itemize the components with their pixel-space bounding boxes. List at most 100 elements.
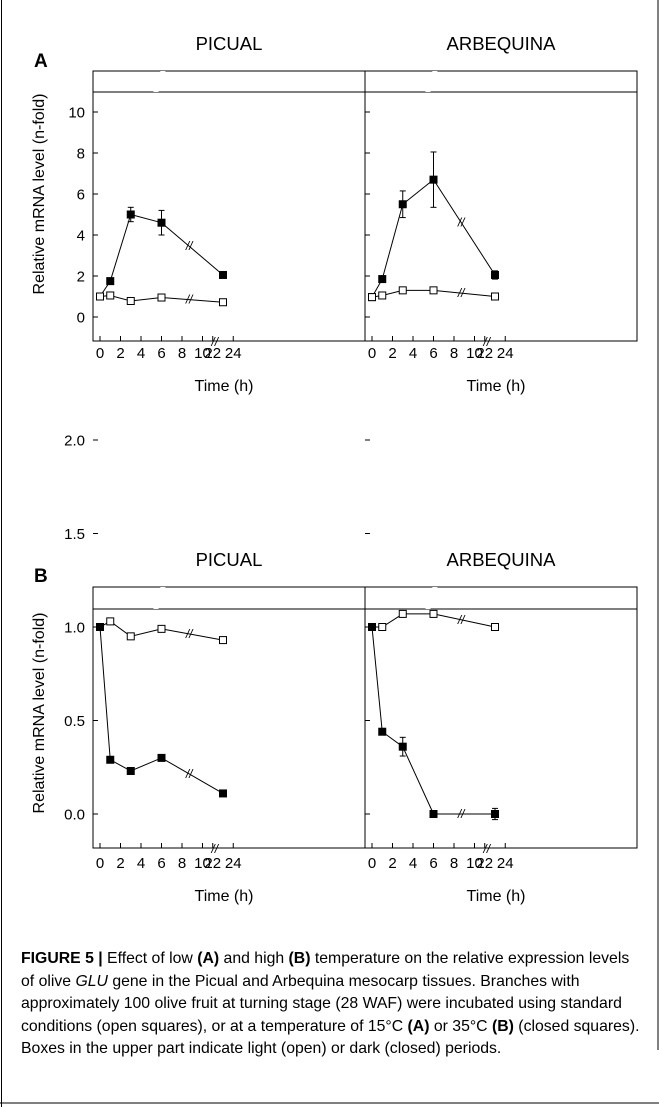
closed-square-point <box>398 742 407 751</box>
x-axis-break-mark: // <box>210 335 219 349</box>
series-line-break-segment <box>161 757 224 794</box>
series-line-break-segment <box>433 289 496 297</box>
caption-text-1: Effect of low <box>102 950 198 967</box>
open-square-point <box>219 636 227 645</box>
closed-square-point <box>429 175 438 184</box>
x-tick-label: 4 <box>137 855 145 872</box>
open-square-point <box>429 286 438 295</box>
closed-square-point <box>126 766 135 775</box>
x-tick-label: 2 <box>116 855 124 872</box>
series-break-mark: // <box>457 613 466 627</box>
series-break-mark: // <box>457 286 466 300</box>
series-line-break-segment <box>433 613 496 628</box>
panel-frame <box>92 586 366 849</box>
caption-text-3: temperature on the relative expression l… <box>21 950 630 990</box>
closed-square-point <box>219 789 227 798</box>
caption-gene: GLU <box>75 972 108 990</box>
x-tick-label: 0 <box>96 345 104 362</box>
x-tick-label: 6 <box>157 855 165 872</box>
series-line <box>99 294 162 302</box>
x-tick-label: 0 <box>368 345 376 362</box>
y-tick-label: 8 <box>77 146 85 163</box>
x-tick-label: 22 <box>476 345 493 362</box>
caption-text-6: (closed squares). Boxes in the upper par… <box>21 1017 640 1058</box>
panel-a-ylabel: Relative mRNA level (n-fold) <box>31 94 48 295</box>
x-tick-label: 22 <box>476 855 493 872</box>
series-break-mark: // <box>185 767 194 781</box>
open-square-point <box>368 293 376 302</box>
open-square-point <box>106 291 115 300</box>
closed-square-point <box>491 810 499 818</box>
y-tick-label: 4 <box>77 228 85 245</box>
x-tick-label: 0 <box>368 855 376 872</box>
series-line-break-segment <box>161 628 224 641</box>
x-tick-label: 24 <box>497 855 514 872</box>
x-axis-break-mark: // <box>482 335 491 349</box>
x-tick-label: 8 <box>450 855 458 872</box>
closed-square-point <box>126 210 135 219</box>
x-tick-label: 10 <box>194 855 211 872</box>
bar-break-slash <box>153 71 166 92</box>
open-square-point <box>157 293 166 302</box>
x-axis-break-mark: // <box>482 842 491 856</box>
open-square-point <box>126 632 135 641</box>
series-break-mark: // <box>185 627 194 641</box>
panel-frame <box>364 586 638 849</box>
x-tick-label: 4 <box>409 345 417 362</box>
open-square-point <box>398 286 407 295</box>
closed-square-point <box>106 277 115 286</box>
panel-title: PICUAL <box>196 33 263 54</box>
series-line-break-segment <box>161 222 224 276</box>
y-tick-label: 1.5 <box>64 526 85 543</box>
y-tick-label: 10 <box>68 105 85 122</box>
closed-square-point <box>157 753 166 762</box>
x-tick-label: 6 <box>429 345 437 362</box>
series-break-mark: // <box>185 239 194 253</box>
panel-frame <box>364 70 638 342</box>
series-line <box>371 626 434 815</box>
figure-caption: FIGURE 5 | Effect of low (A) and high (B… <box>21 948 646 1061</box>
y-tick-label: 0.0 <box>64 807 85 824</box>
panel-title: ARBEQUINA <box>447 549 557 570</box>
series-line <box>371 179 434 298</box>
series-line-break-segment <box>433 179 496 276</box>
closed-square-point <box>378 727 387 736</box>
x-tick-label: 22 <box>204 855 221 872</box>
open-square-point <box>157 624 166 633</box>
series-line <box>99 620 162 637</box>
y-tick-label: 2 <box>77 269 85 286</box>
x-tick-label: 10 <box>194 345 211 362</box>
open-square-point <box>491 292 499 301</box>
x-tick-label: 8 <box>178 855 186 872</box>
x-tick-label: 22 <box>204 345 221 362</box>
caption-bold-4: (B) <box>491 1017 514 1035</box>
closed-square-point <box>368 623 376 631</box>
closed-square-point <box>491 270 499 279</box>
x-axis-label: Time (h) <box>195 378 254 395</box>
series-break-mark: // <box>185 293 194 307</box>
open-square-point <box>491 623 499 631</box>
open-square-point <box>378 291 387 300</box>
bar-break-slash <box>153 587 166 609</box>
x-tick-label: 10 <box>466 345 483 362</box>
x-tick-label: 10 <box>466 855 483 872</box>
panel-b-ylabel: Relative mRNA level (n-fold) <box>31 613 48 814</box>
open-square-point <box>126 297 135 306</box>
open-square-point <box>96 292 104 301</box>
panel-b-letter: B <box>34 566 48 587</box>
x-tick-label: 4 <box>409 855 417 872</box>
open-square-point <box>219 298 227 307</box>
x-tick-label: 24 <box>497 345 514 362</box>
x-tick-label: 8 <box>450 345 458 362</box>
x-axis-break-mark: // <box>210 842 219 856</box>
x-tick-label: 0 <box>96 855 104 872</box>
y-tick-label: 0.5 <box>64 713 85 730</box>
x-tick-label: 6 <box>429 855 437 872</box>
open-square-point <box>378 623 387 631</box>
x-axis-label: Time (h) <box>467 378 526 395</box>
series-line <box>371 289 434 298</box>
caption-bold-3: (A) <box>407 1017 430 1035</box>
